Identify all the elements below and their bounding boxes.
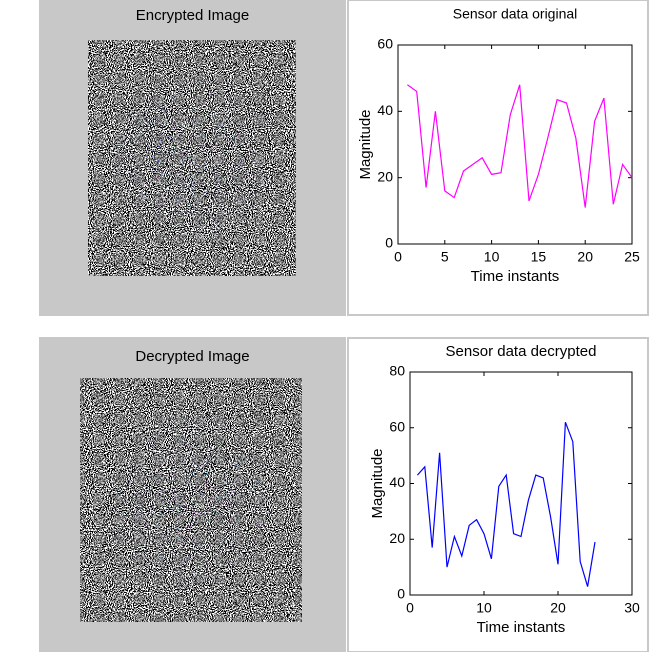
x-tick-label: 5	[441, 249, 449, 265]
x-tick-label: 25	[624, 249, 640, 265]
x-tick-label: 0	[394, 249, 402, 265]
x-axis-label: Time instants	[477, 619, 566, 636]
x-tick-label: 10	[476, 600, 492, 616]
y-tick-label: 40	[389, 474, 405, 490]
panel-title: Sensor data decrypted	[446, 343, 597, 360]
panel-title: Sensor data original	[453, 6, 578, 22]
panel-title: Encrypted Image	[136, 7, 249, 24]
y-tick-label: 40	[377, 102, 393, 118]
x-axis-label: Time instants	[471, 268, 560, 285]
plot-area	[410, 372, 632, 595]
panel-title: Decrypted Image	[135, 348, 249, 365]
y-tick-label: 0	[385, 235, 393, 251]
plot-area	[398, 45, 632, 244]
x-tick-label: 10	[484, 249, 500, 265]
y-axis-label: Magnitude	[357, 109, 374, 179]
y-tick-label: 0	[397, 586, 405, 602]
x-tick-label: 15	[531, 249, 547, 265]
image-color	[98, 402, 284, 597]
x-tick-label: 20	[577, 249, 593, 265]
y-axis-label: Magnitude	[369, 448, 386, 518]
y-tick-label: 20	[377, 168, 393, 184]
figure: Encrypted Image Sensor data original 0 5 10 1…	[0, 0, 659, 652]
y-tick-label: 20	[389, 530, 405, 546]
x-tick-label: 30	[624, 600, 640, 616]
y-tick-label: 60	[377, 36, 393, 52]
y-tick-label: 80	[389, 363, 405, 379]
y-tick-label: 60	[389, 418, 405, 434]
x-tick-label: 20	[550, 600, 566, 616]
x-tick-label: 0	[406, 600, 414, 616]
image-color	[105, 64, 280, 253]
